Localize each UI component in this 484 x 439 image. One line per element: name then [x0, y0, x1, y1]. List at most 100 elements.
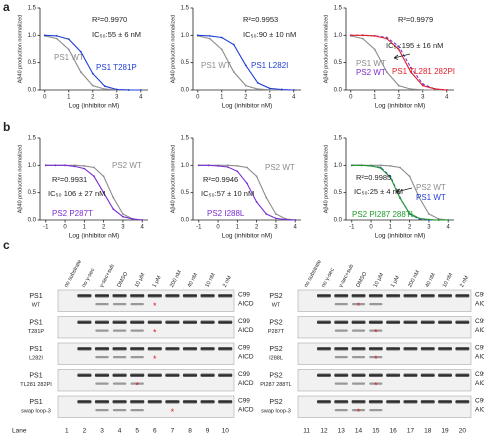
- row-label: I288L: [269, 355, 283, 361]
- band-label: AICD: [475, 380, 484, 387]
- point: [399, 166, 401, 169]
- c99-band: [455, 400, 470, 404]
- c99-band: [438, 373, 452, 377]
- point: [115, 88, 118, 91]
- point: [268, 87, 271, 90]
- c99-band: [218, 400, 233, 404]
- point: [102, 175, 105, 178]
- point: [379, 164, 382, 167]
- c99-band: [368, 320, 383, 324]
- blot-image: [297, 289, 472, 312]
- aicd-band: [95, 329, 109, 332]
- aicd-band: [369, 409, 383, 412]
- series-label: PS2 WT: [112, 161, 142, 170]
- band-label: AICD: [238, 327, 254, 334]
- c99-band: [200, 294, 215, 298]
- point: [292, 89, 295, 91]
- c99-band: [386, 400, 401, 404]
- x-tick-label: 2: [408, 225, 412, 231]
- band-label: C99: [238, 292, 250, 299]
- point: [64, 164, 66, 167]
- y-tick-label: 0.5: [334, 60, 343, 66]
- point: [67, 48, 70, 51]
- annotation: R²=0.9985: [356, 173, 391, 182]
- x-tick-label: 0: [196, 95, 200, 101]
- lane-number: 13: [338, 428, 346, 435]
- point: [294, 219, 297, 221]
- c99-band: [147, 347, 162, 351]
- point: [399, 197, 401, 200]
- c99-band: [130, 400, 145, 404]
- lane-number: 7: [171, 428, 175, 435]
- point: [197, 164, 200, 167]
- lane-number: 17: [407, 428, 415, 435]
- lane-number: 12: [320, 428, 328, 435]
- c99-band: [455, 373, 470, 377]
- c99-band: [334, 373, 349, 377]
- c99-band: [77, 320, 92, 324]
- lane-header: DMSO: [355, 271, 368, 289]
- point: [350, 164, 353, 167]
- lane-number: 19: [441, 428, 449, 435]
- x-axis-label: Log (inhibitor nM): [375, 103, 426, 110]
- c99-band: [403, 347, 418, 351]
- blot-image: [57, 342, 235, 365]
- x-tick-label: 0: [349, 95, 353, 101]
- c99-band: [200, 373, 215, 377]
- point: [361, 37, 364, 40]
- x-axis-label: Log (inhibitor nM): [222, 233, 273, 240]
- series-label: PS1 L282I: [251, 61, 288, 70]
- c99-band: [438, 400, 452, 404]
- x-tick-label: 4: [141, 225, 145, 231]
- y-tick-label: 0.5: [181, 190, 190, 196]
- x-tick-label: 1: [389, 225, 393, 231]
- annotation: R²=0.9953: [243, 15, 278, 24]
- c99-band: [182, 294, 198, 298]
- marker: *: [153, 327, 157, 337]
- point: [79, 71, 82, 73]
- blot-image: [57, 316, 235, 339]
- row-label: WT: [32, 302, 41, 308]
- marker: *: [374, 380, 378, 390]
- point: [418, 196, 421, 199]
- y-tick-label: 1.5: [181, 6, 190, 12]
- point: [445, 89, 448, 91]
- point: [112, 196, 115, 199]
- blot-image: [297, 316, 472, 339]
- lane-header: 1 μM: [152, 275, 163, 289]
- c99-band: [165, 347, 180, 351]
- x-tick-label: 4: [292, 95, 296, 101]
- point: [373, 48, 376, 51]
- x-tick-label: 1: [236, 225, 240, 231]
- point: [418, 217, 421, 220]
- aicd-band: [112, 303, 127, 306]
- c99-band: [317, 320, 331, 324]
- c99-band: [334, 347, 349, 351]
- point: [255, 175, 258, 178]
- annotation: IC₅₀:25 ± 4 nM: [354, 187, 403, 196]
- c99-band: [386, 294, 401, 298]
- x-tick-label: 2: [91, 95, 95, 101]
- aicd-band: [369, 382, 383, 385]
- c99-band: [403, 373, 418, 377]
- point: [226, 164, 229, 167]
- point: [379, 167, 382, 169]
- annotation: R²=0.9979: [398, 15, 433, 24]
- point: [373, 34, 376, 37]
- point: [397, 45, 400, 48]
- point: [265, 213, 268, 215]
- x-tick-label: 2: [255, 225, 259, 231]
- lane-number: 2: [83, 428, 87, 435]
- x-tick-label: 0: [63, 225, 67, 231]
- point: [361, 34, 364, 37]
- panel-label: b: [3, 120, 10, 134]
- arrow: [393, 53, 411, 60]
- aicd-band: [334, 382, 348, 385]
- annotation: IC₅₀:90 ± 10 nM: [243, 30, 296, 39]
- row-label: PS1: [29, 399, 42, 406]
- point: [54, 164, 57, 167]
- band-label: C99: [238, 371, 250, 378]
- c99-band: [200, 347, 215, 351]
- y-tick-label: 0.0: [28, 88, 37, 94]
- c99-band: [218, 320, 233, 324]
